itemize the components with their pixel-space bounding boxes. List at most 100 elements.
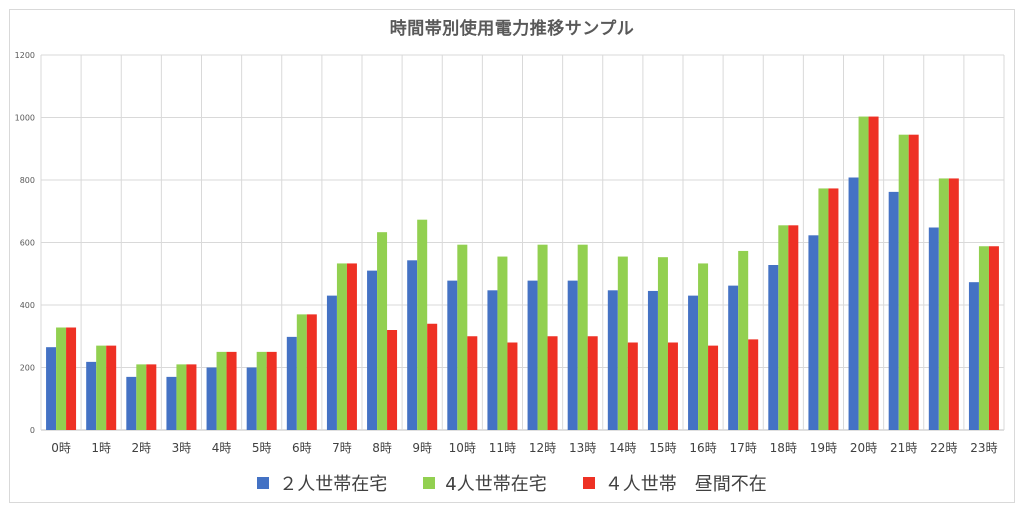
bar <box>778 225 789 430</box>
x-tick-label: 10時 <box>449 441 476 455</box>
bar <box>968 282 979 430</box>
bar <box>537 244 548 430</box>
bars <box>46 116 999 430</box>
x-tick-label: 6時 <box>292 441 312 455</box>
y-tick-label: 200 <box>20 364 35 373</box>
bar <box>326 295 337 430</box>
x-tick-label: 11時 <box>489 441 516 455</box>
bar <box>497 256 508 430</box>
x-tick-label: 2時 <box>131 441 151 455</box>
x-tick-label: 9時 <box>412 441 432 455</box>
bar <box>908 134 919 430</box>
y-tick-label: 0 <box>30 426 35 435</box>
x-tick-label: 1時 <box>91 441 111 455</box>
bar <box>487 290 498 430</box>
x-tick-label: 3時 <box>172 441 192 455</box>
bar <box>166 376 177 430</box>
bar <box>708 345 719 430</box>
bar <box>828 188 839 430</box>
x-tick-label: 21時 <box>890 441 917 455</box>
bar <box>56 327 67 430</box>
x-tick-label: 19時 <box>810 441 837 455</box>
legend-label: ２人世帯在宅 <box>279 474 388 495</box>
bar <box>417 219 428 430</box>
x-tick-label: 7時 <box>332 441 352 455</box>
y-tick-label: 600 <box>20 239 35 248</box>
bar <box>808 235 819 430</box>
bar <box>46 347 57 430</box>
bar <box>206 367 217 430</box>
bar <box>748 339 759 430</box>
bar <box>818 188 829 430</box>
legend-label: 4人世帯在宅 <box>445 474 547 495</box>
bar <box>447 280 458 430</box>
bar <box>86 361 97 430</box>
x-tick-label: 16時 <box>689 441 716 455</box>
legend-swatch <box>257 477 270 489</box>
y-axis-ticks: 0 200 400 600 800 1000 1200 <box>15 51 35 435</box>
bar <box>286 336 297 430</box>
x-tick-label: 5時 <box>252 441 272 455</box>
bar <box>106 345 117 430</box>
bar <box>186 364 197 430</box>
bar <box>66 327 77 430</box>
bar <box>336 263 347 430</box>
bar <box>948 178 959 430</box>
bar <box>567 280 578 430</box>
legend-label: ４人世帯 昼間不在 <box>604 474 767 495</box>
bar <box>657 257 668 430</box>
y-tick-label: 1000 <box>15 114 35 123</box>
bar <box>176 364 187 430</box>
bar <box>667 342 678 430</box>
bar <box>698 263 709 430</box>
x-tick-label: 13時 <box>569 441 596 455</box>
legend-swatch <box>582 477 595 489</box>
legend-item-series-1: 4人世帯在宅 <box>423 470 547 496</box>
x-tick-label: 18時 <box>770 441 797 455</box>
bar <box>898 134 909 430</box>
y-tick-label: 800 <box>20 176 35 185</box>
bar <box>346 263 357 430</box>
x-tick-label: 22時 <box>930 441 957 455</box>
bar <box>367 270 378 430</box>
bar <box>978 246 989 430</box>
bar <box>457 244 468 430</box>
bar <box>246 367 257 430</box>
bar <box>387 330 398 430</box>
x-tick-label: 20時 <box>850 441 877 455</box>
bar <box>296 314 307 430</box>
bar <box>788 225 799 430</box>
legend-item-series-0: ２人世帯在宅 <box>257 470 387 496</box>
bar <box>888 191 899 430</box>
bar <box>868 116 879 430</box>
x-axis-ticks: 0時 1時 2時 3時 4時 5時 6時 7時 8時 9時 10時 11時 12時 13時 14時 15時 16… <box>51 441 997 455</box>
bar <box>96 345 107 430</box>
bar <box>226 351 237 430</box>
bar <box>547 336 558 430</box>
bar <box>407 260 418 430</box>
legend: ２人世帯在宅 4人世帯在宅 ４人世帯 昼間不在 <box>0 470 1024 496</box>
bar <box>467 336 478 430</box>
bar <box>858 116 869 430</box>
y-tick-label: 400 <box>20 301 35 310</box>
bar <box>647 290 658 430</box>
bar <box>126 376 137 430</box>
bar <box>507 342 518 430</box>
bar <box>938 178 949 430</box>
bar <box>768 265 779 430</box>
bar <box>377 232 388 430</box>
legend-item-series-2: ４人世帯 昼間不在 <box>582 470 767 496</box>
bar <box>627 342 638 430</box>
legend-swatch <box>423 477 436 489</box>
x-tick-label: 4時 <box>212 441 232 455</box>
bar <box>988 246 999 430</box>
bar <box>688 295 699 430</box>
bar <box>617 256 628 430</box>
x-tick-label: 15時 <box>649 441 676 455</box>
bar <box>427 323 438 430</box>
x-tick-label: 0時 <box>51 441 71 455</box>
bar <box>577 244 588 430</box>
chart-title: 時間帯別使用電力推移サンプル <box>389 19 635 39</box>
bar <box>587 336 598 430</box>
bar <box>848 177 859 430</box>
